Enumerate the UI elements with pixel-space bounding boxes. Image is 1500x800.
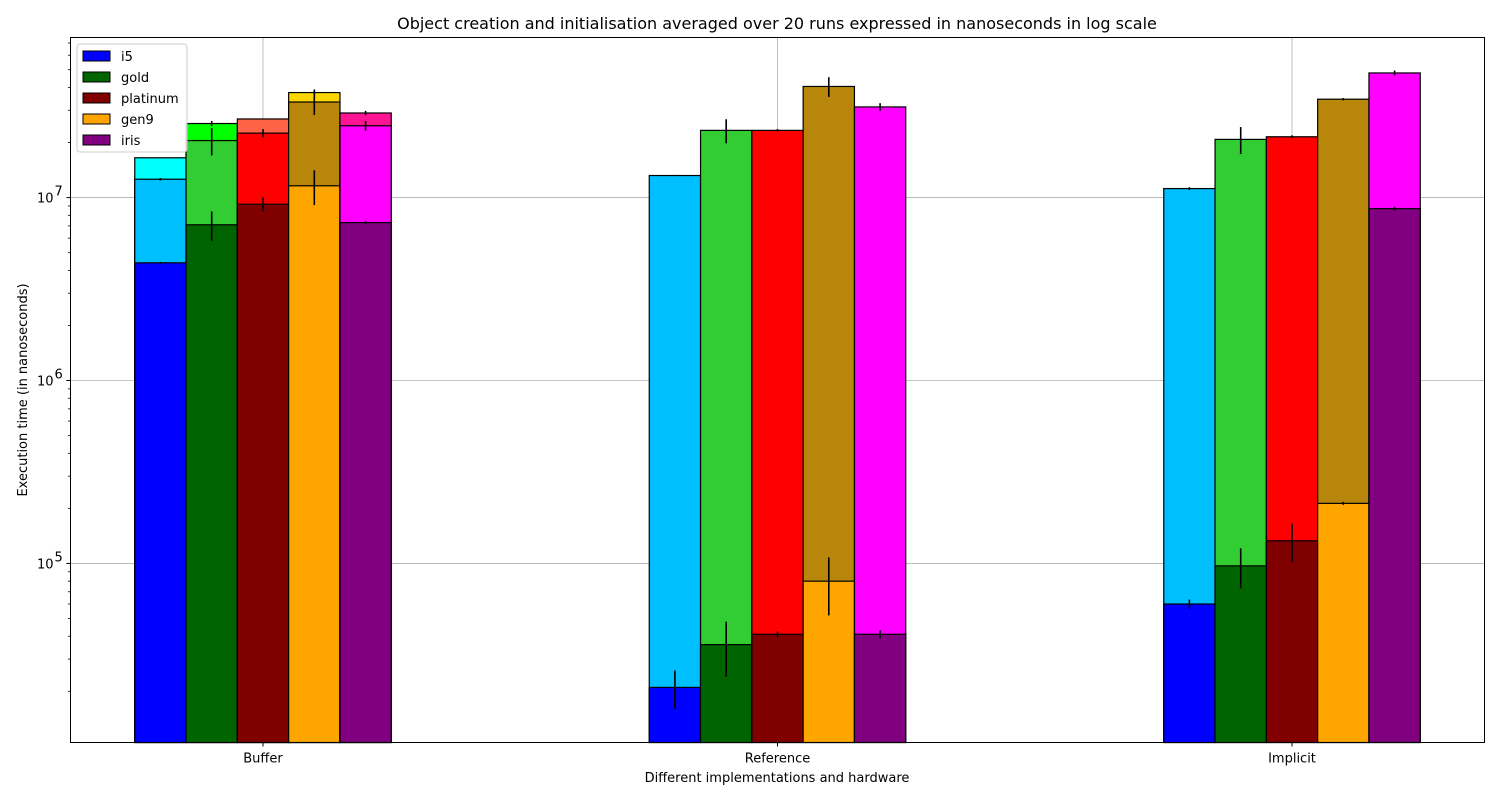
x-axis-label: Different implementations and hardware	[645, 771, 910, 786]
y-axis-label: Execution time (in nanoseconds)	[16, 283, 31, 496]
y-tick-exponent: 7	[55, 185, 63, 200]
chart-title: Object creation and initialisation avera…	[397, 14, 1157, 33]
legend-swatch	[82, 92, 111, 104]
legend-swatch	[82, 71, 111, 83]
legend: i5 gold platinum gen9 iris	[76, 43, 188, 153]
legend-label: i5	[121, 50, 133, 65]
legend-swatch	[82, 134, 111, 146]
bar-segment	[1317, 502, 1370, 744]
x-axis-ticks: Buffer Reference Implicit	[243, 742, 1316, 767]
bar-segment	[339, 221, 392, 744]
y-tick-label: 10	[37, 557, 54, 572]
error-bars	[159, 70, 1396, 710]
y-tick-exponent: 6	[55, 368, 63, 383]
bar-segment	[1163, 603, 1216, 744]
legend-label: platinum	[121, 92, 179, 107]
bar-segment	[134, 262, 187, 744]
bar-segment	[853, 633, 907, 744]
legend-label: gen9	[121, 113, 154, 128]
bar-segment	[236, 203, 290, 744]
bar-segment	[1368, 208, 1421, 744]
bar-segment	[288, 185, 341, 744]
y-tick-exponent: 5	[55, 550, 63, 565]
x-tick-label: Implicit	[1268, 752, 1316, 767]
legend-box	[76, 43, 188, 153]
legend-swatch	[82, 113, 111, 125]
legend-swatch	[82, 50, 111, 62]
legend-label: iris	[121, 134, 141, 149]
bar-segment	[751, 633, 804, 744]
y-tick-label: 10	[37, 375, 54, 390]
legend-label: gold	[121, 71, 149, 86]
bars	[134, 72, 1421, 744]
y-tick-label: 10	[37, 192, 54, 207]
bar-segment	[1265, 540, 1319, 744]
bar-segment	[185, 224, 238, 744]
bar-segment	[648, 174, 702, 744]
bar-segment	[1214, 565, 1267, 744]
x-tick-label: Buffer	[243, 752, 283, 767]
x-tick-label: Reference	[745, 752, 810, 767]
